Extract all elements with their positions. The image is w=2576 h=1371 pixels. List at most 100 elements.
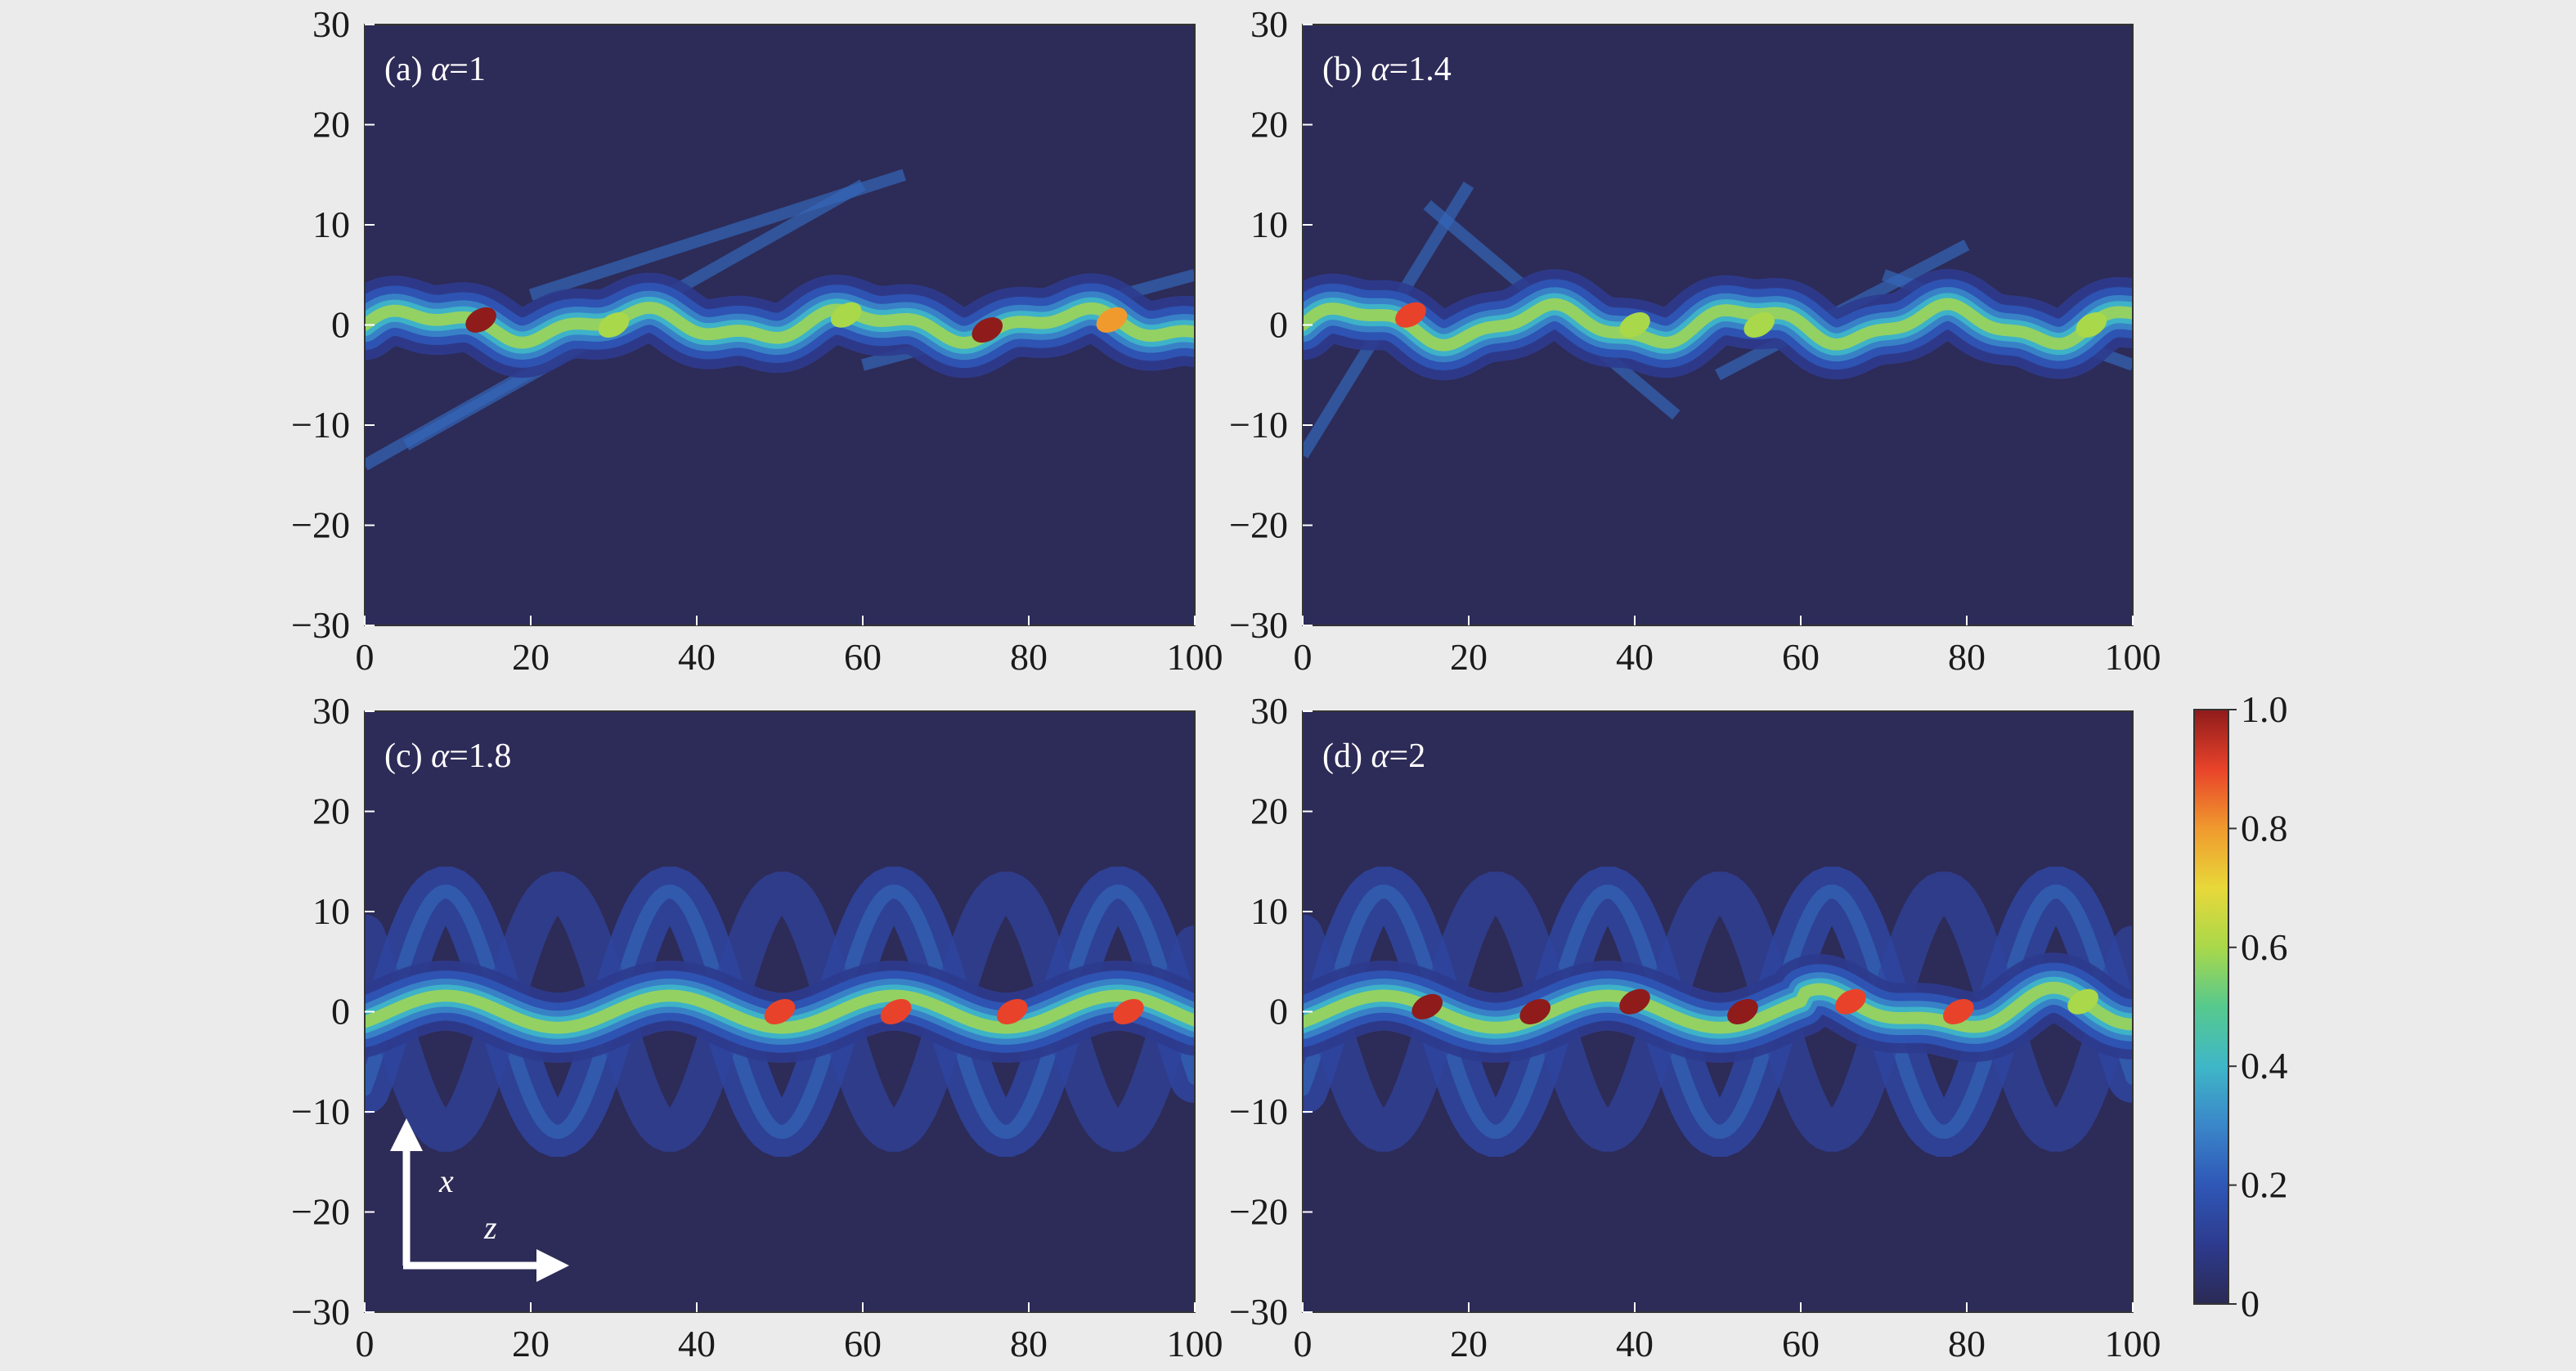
beam-intensity [1303,867,2133,1157]
x-direction-arrowhead [390,1118,423,1151]
y-tick-label: 0 [331,304,350,346]
x-tick-label: 80 [1948,1323,1986,1364]
x-tick-label: 0 [356,636,375,678]
y-tick-label: −20 [291,504,350,546]
intensity-hotspot [1619,988,1650,1015]
panel-label-value: =2 [1389,737,1426,775]
colorbar-tick-label: 0 [2241,1283,2260,1324]
intensity-hotspot [598,312,630,338]
y-tick-label: 0 [1269,304,1288,346]
intensity-hotspot [1411,993,1443,1019]
x-tick-label: 60 [1782,636,1820,678]
x-tick-label: 100 [1167,636,1223,678]
y-tick-label: 0 [331,991,350,1033]
panel-label-alpha: α [1371,51,1389,88]
x-tick-label: 100 [2105,1323,2161,1364]
x-tick-label: 80 [1948,636,1986,678]
x-tick-label: 80 [1010,636,1048,678]
intensity-hotspot [1835,988,1866,1015]
panel-label-prefix: (c) [384,737,431,775]
intensity-hotspot [764,999,796,1024]
panel-label-prefix: (a) [384,51,431,88]
beam-intensity [365,168,1195,471]
panel-label-prefix: (b) [1322,51,1371,88]
y-tick-label: 10 [1250,204,1288,245]
x-tick-label: 40 [678,1323,716,1364]
y-tick-label: 30 [1250,3,1288,45]
intensity-hotspot [830,302,862,328]
x-tick-label: 60 [844,1323,882,1364]
intensity-hotspot [1096,307,1128,333]
y-tick-label: −10 [291,404,350,446]
x-tick-label: 0 [1294,636,1313,678]
panel-label-alpha: α [431,51,450,88]
panel-label: (b) α=1.4 [1322,51,1452,88]
beam-band [365,989,1195,1034]
panel-label-value: =1.4 [1389,51,1452,88]
intensity-hotspot [465,307,496,333]
panel-label-prefix: (d) [1322,737,1371,775]
y-tick-label: −20 [1229,504,1288,546]
side-beam [528,168,907,301]
panel-label-value: =1 [449,51,486,88]
intensity-hotspot [880,999,912,1024]
direction-arrows: x z [390,1118,569,1282]
panel-label-alpha: α [1371,737,1389,775]
y-tick-label: −20 [291,1191,350,1233]
y-tick-label: −20 [1229,1191,1288,1233]
intensity-hotspot [1943,999,1974,1024]
panel-label: (c) α=1.8 [384,737,511,775]
y-tick-label: 20 [312,791,350,832]
y-tick-label: 10 [312,890,350,932]
y-tick-label: −10 [291,1091,350,1132]
x-tick-label: 40 [1616,636,1654,678]
z-direction-arrowhead [536,1249,569,1282]
x-tick-label: 100 [2105,636,2161,678]
x-direction-label: x [438,1163,454,1199]
x-tick-label: 60 [1782,1323,1820,1364]
beam-band [1303,981,2133,1034]
y-tick-label: 30 [1250,690,1288,732]
y-tick-label: −30 [1229,604,1288,646]
x-tick-label: 100 [1167,1323,1223,1364]
x-tick-label: 20 [512,636,550,678]
panel-label: (a) α=1 [384,51,486,88]
y-tick-label: 10 [1250,890,1288,932]
y-tick-label: −30 [291,1291,350,1333]
y-tick-label: 10 [312,204,350,245]
colorbar: 1.0 0.8 0.6 0.4 0.2 0 [2193,688,2288,1324]
intensity-hotspot [1619,312,1650,338]
colorbar-gradient [2194,710,2228,1304]
colorbar-tick-label: 1.0 [2241,688,2288,730]
panel-label-value: =1.8 [449,737,511,775]
intensity-hotspot [1395,302,1426,328]
y-tick-label: 0 [1269,991,1288,1033]
x-tick-label: 0 [356,1323,375,1364]
y-tick-label: 30 [312,3,350,45]
x-tick-label: 80 [1010,1323,1048,1364]
beam-band [1303,298,2133,352]
colorbar-tick-label: 0.2 [2241,1164,2288,1206]
intensity-hotspot [2076,312,2107,338]
beam-intensity [1303,181,2133,459]
y-tick-label: 20 [1250,791,1288,832]
intensity-hotspot [1727,999,1758,1024]
z-direction-label: z [483,1209,497,1246]
intensity-hotspot [1112,999,1144,1024]
panel-label-alpha: α [431,737,450,775]
colorbar-tick-label: 0.4 [2241,1045,2288,1086]
x-tick-label: 20 [512,1323,550,1364]
intensity-hotspot [1744,312,1775,338]
intensity-hotspot [972,317,1003,343]
x-tick-label: 40 [1616,1323,1654,1364]
y-tick-label: 30 [312,690,350,732]
x-tick-label: 60 [844,636,882,678]
x-tick-label: 40 [678,636,716,678]
colorbar-tick-label: 0.6 [2241,926,2288,968]
colorbar-tick-label: 0.8 [2241,807,2288,849]
intensity-hotspot [2067,988,2098,1015]
